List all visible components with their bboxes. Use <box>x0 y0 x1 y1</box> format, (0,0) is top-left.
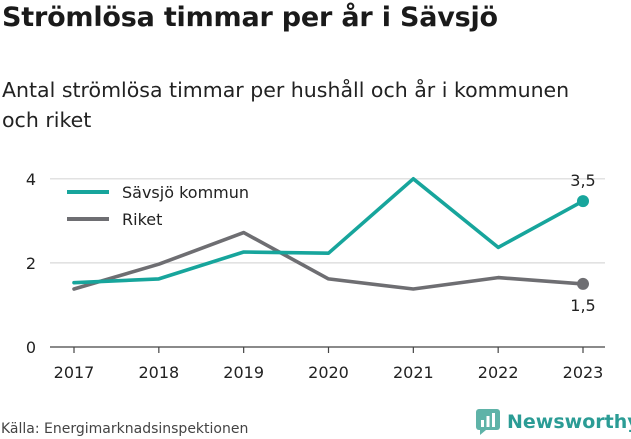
y-tick-label: 2 <box>26 254 36 273</box>
end-point-riket <box>577 277 589 290</box>
y-axis: 0 2 4 <box>26 170 36 357</box>
gridlines <box>50 178 605 348</box>
end-point-savsjo <box>577 195 589 208</box>
end-data-label: 1,5 <box>570 296 595 315</box>
x-tick-label: 2023 <box>563 363 604 382</box>
y-tick-label: 0 <box>26 338 36 357</box>
x-tick-label: 2019 <box>223 363 264 382</box>
series-line-savsjo <box>72 177 585 285</box>
series-line-riket <box>72 230 585 291</box>
legend-label: Sävsjö kommun <box>122 183 249 202</box>
x-tick-label: 2021 <box>393 363 434 382</box>
x-tick-label: 2022 <box>478 363 519 382</box>
brand-name: Newsworthy <box>507 411 631 433</box>
source-note: Källa: Energimarknadsinspektionen <box>1 421 249 437</box>
newsworthy-logo-icon <box>476 409 500 435</box>
end-points: 3,5 1,5 <box>570 171 595 315</box>
x-axis: 2017 2018 2019 2020 2021 2022 2023 <box>54 347 604 382</box>
end-data-label: 3,5 <box>570 171 595 190</box>
x-tick-label: 2020 <box>308 363 349 382</box>
legend: Sävsjö kommun Riket <box>67 183 249 229</box>
x-tick-label: 2017 <box>54 363 95 382</box>
legend-label: Riket <box>122 210 162 229</box>
chart-subtitle: Antal strömlösa timmar per hushåll och å… <box>2 78 570 132</box>
chart-title: Strömlösa timmar per år i Sävsjö <box>2 2 498 33</box>
x-tick-label: 2018 <box>138 363 179 382</box>
y-tick-label: 4 <box>26 170 36 189</box>
series-lines <box>72 177 585 291</box>
brand-logo: Newsworthy <box>476 408 631 436</box>
